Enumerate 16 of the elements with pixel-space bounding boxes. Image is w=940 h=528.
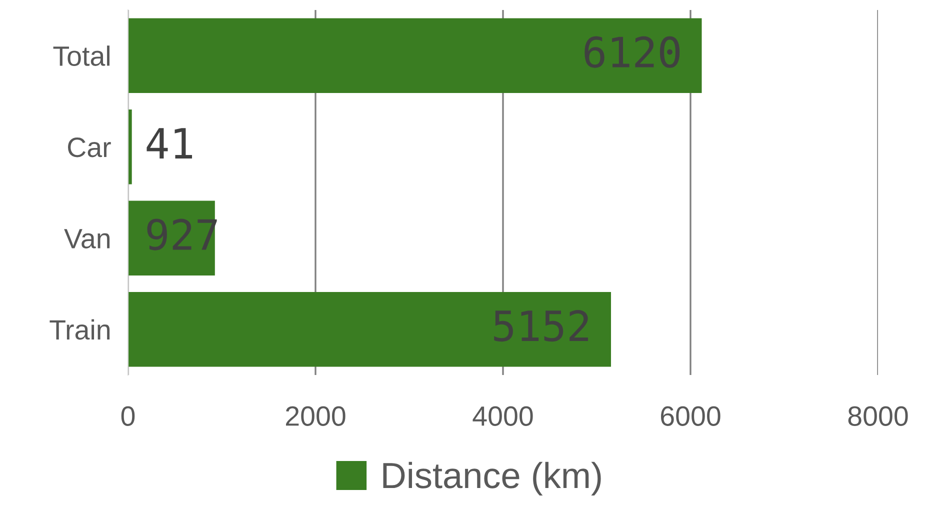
bar [128, 109, 132, 184]
data-label: 5152 [494, 310, 588, 342]
y-tick-label: Car [68, 138, 111, 158]
x-tick-label: 2000 [286, 406, 346, 426]
bar [128, 292, 611, 367]
y-tick-label: Train [50, 319, 110, 340]
x-tick-label: 4000 [472, 406, 533, 426]
x-tick-label: 8000 [848, 406, 908, 426]
y-tick-label: Van [64, 229, 110, 248]
y-tick-label: Total [53, 46, 110, 66]
data-label: 41 [146, 128, 192, 158]
x-tick-label: 0 [121, 406, 135, 426]
legend-label: Distance (km) [383, 462, 601, 496]
x-tick-label: 6000 [661, 406, 720, 426]
data-label: 6120 [584, 36, 680, 68]
bar [128, 18, 702, 94]
